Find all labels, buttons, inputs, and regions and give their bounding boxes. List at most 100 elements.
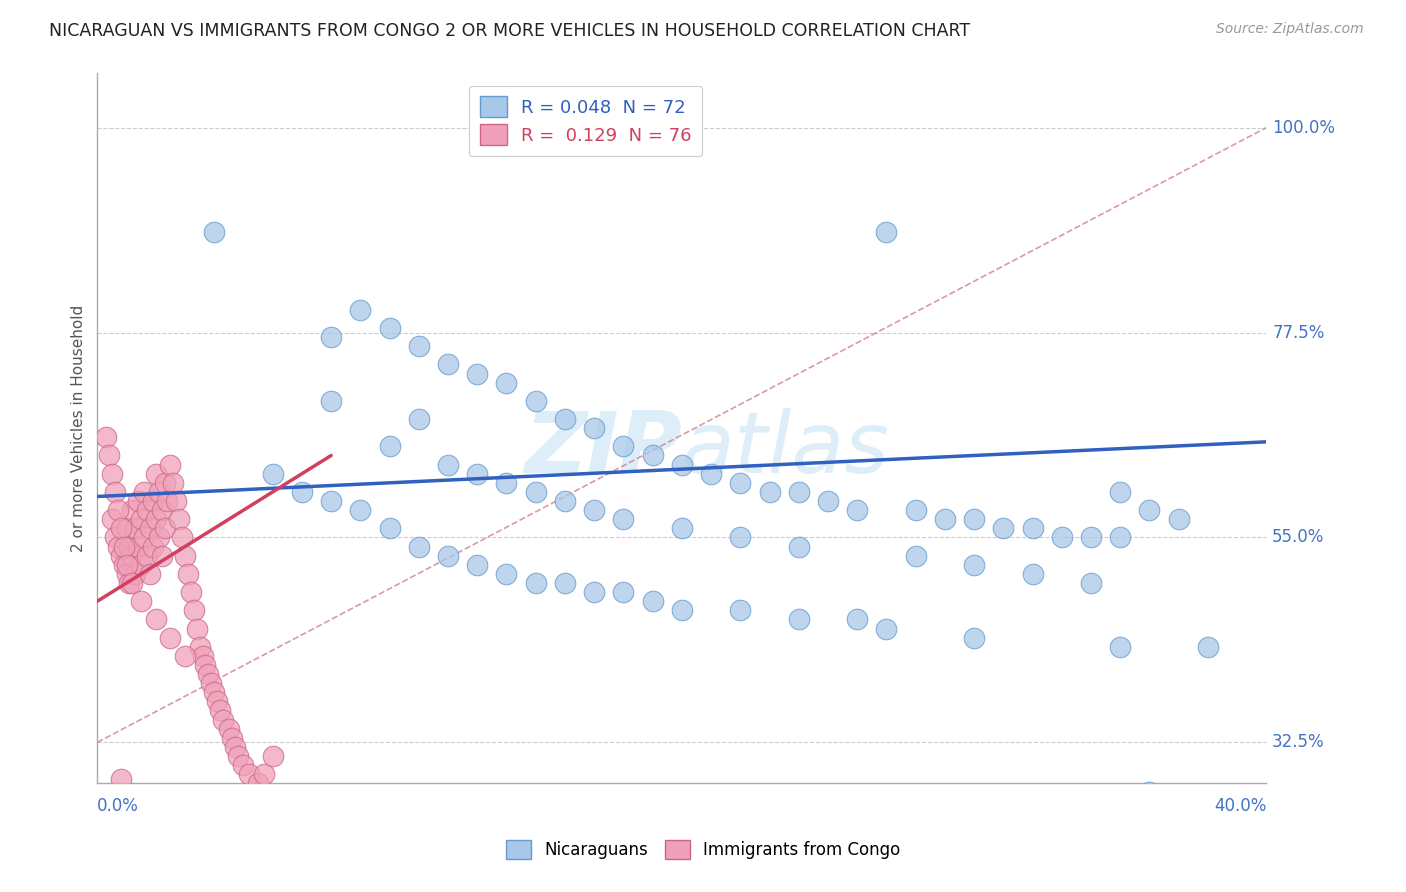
Point (495, 376, 517, 390)
Point (238, 767, 260, 781)
Point (583, 585, 606, 599)
Point (127, 494, 149, 508)
Point (1109, 640, 1132, 654)
Point (583, 421, 606, 435)
Point (730, 531, 752, 545)
Point (132, 484, 155, 499)
Point (787, 540, 810, 554)
Point (180, 585, 202, 599)
Point (730, 475, 752, 490)
Point (107, 503, 129, 517)
Point (846, 612, 869, 626)
Point (671, 521, 693, 535)
Point (1139, 503, 1161, 517)
Point (145, 467, 167, 481)
Point (934, 512, 956, 526)
Point (1109, 531, 1132, 545)
Point (94, 430, 117, 444)
Point (142, 494, 165, 508)
Text: atlas: atlas (682, 408, 890, 491)
Point (408, 339, 430, 353)
Point (671, 458, 693, 472)
Point (321, 494, 343, 508)
Point (437, 458, 460, 472)
Point (112, 558, 135, 572)
Text: 77.5%: 77.5% (1272, 324, 1324, 342)
Point (321, 393, 343, 408)
Point (212, 713, 235, 727)
Point (121, 576, 143, 591)
Point (104, 531, 127, 545)
Point (153, 521, 176, 535)
Point (150, 503, 173, 517)
Point (583, 503, 606, 517)
Point (186, 622, 208, 636)
Point (110, 521, 132, 535)
Point (159, 458, 181, 472)
Point (993, 521, 1015, 535)
Point (148, 531, 170, 545)
Point (129, 512, 152, 526)
Point (349, 503, 371, 517)
Point (612, 439, 634, 453)
Point (101, 512, 124, 526)
Point (167, 512, 190, 526)
Point (1109, 484, 1132, 499)
Point (612, 585, 634, 599)
Point (136, 549, 159, 563)
Point (1080, 576, 1102, 591)
Point (139, 521, 162, 535)
Point (262, 467, 284, 481)
Point (291, 484, 314, 499)
Text: 40.0%: 40.0% (1213, 797, 1267, 815)
Point (118, 576, 141, 591)
Point (554, 494, 576, 508)
Point (253, 767, 276, 781)
Text: ZIP: ZIP (524, 408, 682, 491)
Point (200, 676, 222, 690)
Point (139, 566, 162, 581)
Point (963, 631, 986, 645)
Point (495, 475, 517, 490)
Point (224, 739, 246, 754)
Point (554, 576, 576, 591)
Point (875, 622, 897, 636)
Point (110, 772, 132, 786)
Point (162, 475, 184, 490)
Point (150, 549, 173, 563)
Point (408, 412, 430, 426)
Point (787, 484, 810, 499)
Point (98, 449, 121, 463)
Point (145, 612, 167, 626)
Point (191, 648, 214, 663)
Point (700, 467, 723, 481)
Point (730, 603, 752, 617)
Point (188, 640, 211, 654)
Point (177, 566, 200, 581)
Point (226, 749, 249, 764)
Text: 32.5%: 32.5% (1272, 733, 1324, 751)
Point (524, 484, 547, 499)
Point (165, 494, 187, 508)
Legend: R = 0.048  N = 72, R =  0.129  N = 76: R = 0.048 N = 72, R = 0.129 N = 76 (468, 86, 703, 156)
Point (524, 576, 547, 591)
Point (205, 694, 228, 708)
Point (408, 540, 430, 554)
Point (218, 722, 240, 736)
Point (465, 367, 488, 381)
Text: 0.0%: 0.0% (97, 797, 139, 815)
Point (1167, 512, 1189, 526)
Point (641, 594, 664, 608)
Point (148, 484, 170, 499)
Point (321, 330, 343, 344)
Point (221, 731, 243, 745)
Point (904, 549, 927, 563)
Point (101, 467, 124, 481)
Point (115, 558, 138, 572)
Point (817, 494, 839, 508)
Point (378, 439, 401, 453)
Point (671, 603, 693, 617)
Point (846, 503, 869, 517)
Point (875, 225, 897, 239)
Point (232, 758, 254, 772)
